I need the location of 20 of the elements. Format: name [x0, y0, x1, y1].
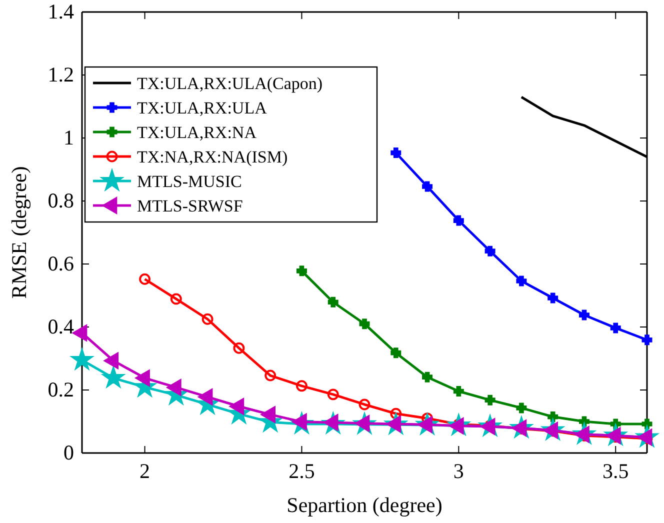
y-tick-label: 0.4 — [48, 314, 74, 339]
legend-label: TX:ULA,RX:NA — [137, 123, 258, 142]
legend-label: TX:ULA,RX:ULA — [137, 98, 268, 118]
legend-label: MTLS-SRWSF — [137, 196, 243, 216]
y-tick-label: 0.6 — [48, 252, 74, 276]
x-tick-label: 2.5 — [288, 458, 315, 483]
y-tick-label: 0.8 — [48, 188, 74, 213]
x-tick-label: 2 — [140, 458, 150, 483]
y-tick-label: 1 — [64, 126, 74, 150]
legend-label: TX:ULA,RX:ULA(Capon) — [137, 74, 323, 93]
x-tick-label: 3.5 — [602, 458, 629, 483]
y-tick-label: 0.2 — [48, 378, 74, 402]
x-axis-title: Separtion (degree) — [286, 493, 442, 517]
y-tick-label: 1.2 — [48, 62, 74, 87]
legend-label: MTLS-MUSIC — [137, 172, 242, 191]
x-tick-label: 3 — [453, 458, 464, 483]
legend-label: TX:NA,RX:NA(ISM) — [137, 148, 288, 166]
y-tick-label: 0 — [64, 440, 74, 465]
y-tick-label: 1.4 — [48, 0, 74, 24]
y-axis-title: RMSE (degree) — [7, 166, 31, 299]
